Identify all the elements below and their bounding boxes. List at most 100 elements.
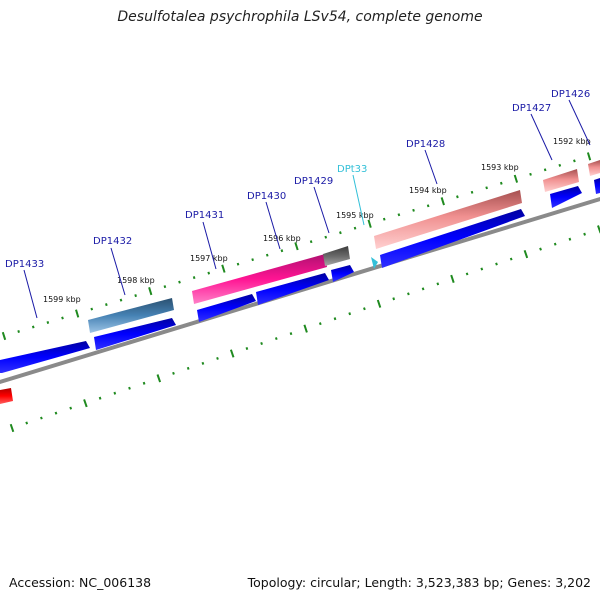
- minor-tick: [509, 257, 513, 261]
- gene-label-dp1430[interactable]: DP1430: [247, 191, 286, 202]
- inner-tick-track: [9, 225, 600, 433]
- major-tick: [586, 152, 592, 161]
- minor-tick: [201, 361, 205, 365]
- minor-tick: [339, 231, 342, 235]
- minor-tick: [470, 190, 474, 194]
- minor-tick: [309, 240, 313, 244]
- minor-tick: [128, 386, 131, 390]
- gene-label-dp1427[interactable]: DP1427: [512, 103, 551, 114]
- major-tick: [1, 331, 7, 341]
- minor-tick: [46, 321, 50, 324]
- minor-tick: [61, 316, 64, 320]
- major-tick: [450, 274, 455, 284]
- major-tick: [229, 349, 235, 358]
- minor-tick: [363, 307, 366, 311]
- minor-tick: [172, 371, 175, 375]
- tick-label-1594: 1594 kbp: [409, 186, 447, 195]
- minor-tick: [348, 312, 352, 316]
- feature-bar-left-edge[interactable]: [0, 388, 13, 404]
- minor-tick: [69, 406, 73, 410]
- minor-tick: [142, 381, 146, 385]
- minor-tick: [280, 249, 284, 253]
- gene-leader-lines: [23, 99, 591, 319]
- tick-label-1595: 1595 kbp: [336, 211, 374, 220]
- minor-tick: [573, 159, 576, 163]
- minor-tick: [553, 242, 557, 246]
- minor-tick: [499, 181, 503, 185]
- minor-tick: [382, 217, 386, 221]
- major-tick: [83, 399, 88, 408]
- minor-tick: [98, 396, 102, 400]
- leader-dp1426: [568, 99, 591, 146]
- tick-labels: 1599 kbp 1598 kbp 1597 kbp 1596 kbp 1595…: [43, 137, 591, 304]
- major-tick: [221, 264, 226, 273]
- accession-text: Accession: NC_006138: [9, 575, 152, 590]
- minor-tick: [392, 297, 396, 301]
- gene-label-dp1432[interactable]: DP1432: [93, 236, 132, 247]
- minor-tick: [134, 294, 137, 298]
- gene-label-dp1429[interactable]: DP1429: [294, 176, 333, 187]
- major-tick: [9, 423, 15, 433]
- major-tick: [303, 324, 308, 333]
- cds-arrows: [0, 178, 600, 373]
- minor-tick: [397, 213, 401, 217]
- major-tick: [75, 309, 80, 318]
- leader-dp1430: [265, 201, 281, 250]
- feature-bar-dp1428[interactable]: [374, 190, 522, 249]
- minor-tick: [568, 237, 572, 241]
- cds-arrow-dp1429[interactable]: [331, 265, 354, 282]
- gene-labels: DP1433 DP1432 DP1431 DP1430 DP1429 DPt33…: [5, 89, 590, 270]
- major-tick: [513, 174, 519, 183]
- cds-arrow-dp1428[interactable]: [380, 209, 525, 268]
- gene-label-dp1428[interactable]: DP1428: [406, 139, 445, 150]
- minor-tick: [456, 195, 459, 199]
- minor-tick: [543, 168, 547, 172]
- cds-arrow-dp1430[interactable]: [256, 273, 329, 305]
- feature-bar-dp1427[interactable]: [543, 169, 579, 192]
- tick-label-1596: 1596 kbp: [263, 234, 301, 243]
- feature-bar-dp1429[interactable]: [323, 246, 350, 266]
- trna-arrow-dpt33[interactable]: [371, 257, 378, 269]
- cds-arrow-dp1432[interactable]: [94, 318, 176, 350]
- cds-arrow-dp1433[interactable]: [0, 341, 90, 373]
- feature-bar-dp1431[interactable]: [192, 254, 327, 304]
- major-tick: [376, 299, 382, 308]
- minor-tick: [119, 298, 123, 302]
- feature-bar-dp1426[interactable]: [588, 160, 600, 176]
- minor-tick: [90, 307, 94, 311]
- tick-label-1598: 1598 kbp: [117, 276, 155, 285]
- cds-arrow-dp1426[interactable]: [594, 178, 600, 194]
- minor-tick: [40, 416, 43, 420]
- tick-label-1597: 1597 kbp: [190, 254, 228, 263]
- minor-tick: [318, 322, 322, 326]
- tick-label-1592: 1592 kbp: [553, 137, 591, 146]
- cds-arrow-dp1431[interactable]: [197, 294, 256, 322]
- feature-bar-dp1432[interactable]: [88, 298, 174, 333]
- minor-tick: [260, 341, 263, 346]
- leader-dp1428: [424, 149, 438, 185]
- minor-tick: [495, 262, 498, 266]
- minor-tick: [207, 271, 211, 275]
- cds-arrow-dp1427[interactable]: [550, 186, 582, 208]
- gene-label-dp1433[interactable]: DP1433: [5, 259, 44, 270]
- minor-tick: [251, 258, 254, 262]
- gene-label-dpt33[interactable]: DPt33: [337, 164, 367, 175]
- gene-label-dp1431[interactable]: DP1431: [185, 210, 224, 221]
- map-title: Desulfotalea psychrophila LSv54, complet…: [117, 9, 483, 25]
- minor-tick: [17, 330, 20, 333]
- minor-tick: [558, 163, 562, 167]
- minor-tick: [465, 272, 469, 276]
- minor-tick: [436, 282, 440, 286]
- minor-tick: [485, 186, 488, 190]
- minor-tick: [105, 303, 108, 307]
- outer-tick-track: [1, 152, 592, 341]
- topology-text: Topology: circular; Length: 3,523,383 bp…: [247, 575, 591, 590]
- tick-label-1599: 1599 kbp: [43, 295, 81, 304]
- minor-tick: [274, 337, 278, 341]
- minor-tick: [163, 285, 167, 289]
- minor-tick: [289, 332, 293, 336]
- major-tick: [367, 219, 372, 228]
- minor-tick: [25, 421, 29, 425]
- gene-label-dp1426[interactable]: DP1426: [551, 89, 590, 100]
- minor-tick: [265, 253, 269, 257]
